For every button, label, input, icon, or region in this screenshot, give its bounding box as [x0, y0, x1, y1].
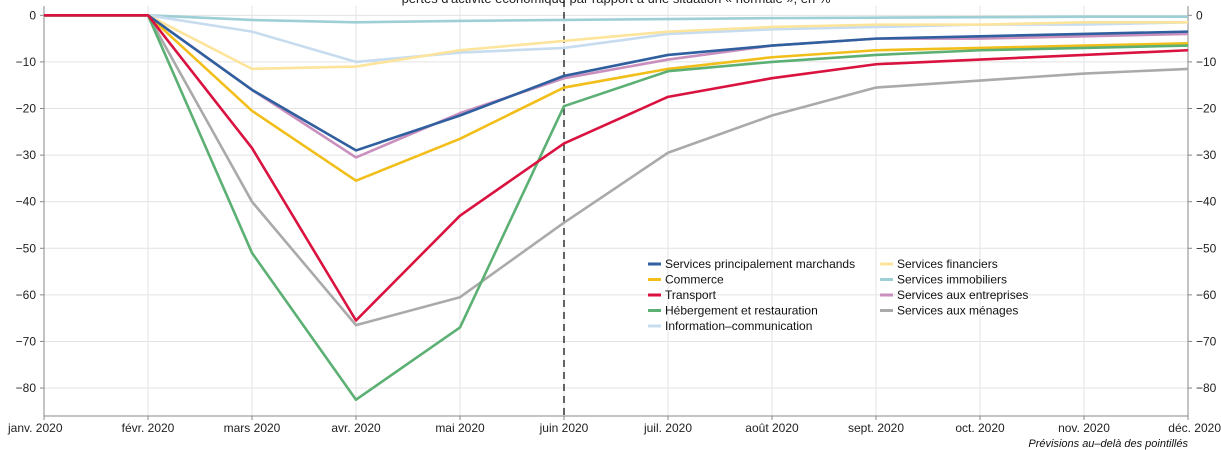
chart-title: pertes d'activité économique par rapport…: [402, 0, 831, 6]
legend-label: Services financiers: [897, 257, 998, 271]
legend-label: Services principalement marchands: [665, 257, 855, 271]
y-tick-label-right: −80: [1196, 381, 1217, 395]
x-tick-label: août 2020: [745, 421, 799, 435]
x-tick-label: juil. 2020: [643, 421, 692, 435]
x-tick-label: mai 2020: [435, 421, 485, 435]
x-tick-label: janv. 2020: [7, 421, 63, 435]
series-line: [44, 14, 1188, 24]
legend-label: Information–communication: [665, 319, 812, 333]
series-line: [44, 14, 1189, 401]
x-tick-label: avr. 2020: [331, 421, 381, 435]
y-tick-label-left: −30: [16, 148, 37, 162]
legend-label: Commerce: [665, 273, 724, 287]
y-tick-label-left: −50: [16, 241, 37, 255]
y-tick-label-right: −70: [1196, 334, 1217, 348]
legend-label: Hébergement et restauration: [665, 304, 818, 318]
series-line: [44, 14, 1189, 152]
x-tick-label: oct. 2020: [955, 421, 1005, 435]
y-tick-label-left: −20: [16, 102, 37, 116]
x-tick-label: déc. 2020: [1168, 421, 1221, 435]
x-tick-label: févr. 2020: [122, 421, 175, 435]
y-tick-label-right: −60: [1196, 288, 1217, 302]
x-tick-label: sept. 2020: [848, 421, 904, 435]
y-tick-label-left: −60: [16, 288, 37, 302]
y-tick-label-right: 0: [1196, 8, 1203, 22]
series-line: [44, 14, 1189, 322]
x-tick-label: mars 2020: [224, 421, 281, 435]
series-line: [44, 14, 1188, 71]
y-tick-label-right: −40: [1196, 195, 1217, 209]
y-tick-label-left: 0: [29, 8, 36, 22]
y-tick-label-right: −30: [1196, 148, 1217, 162]
series-line: [44, 14, 1189, 327]
legend-label: Services immobiliers: [897, 273, 1007, 287]
series-line: [44, 14, 1189, 183]
y-tick-label-left: −70: [16, 334, 37, 348]
y-tick-label-left: −80: [16, 381, 37, 395]
y-tick-label-right: −20: [1196, 102, 1217, 116]
y-tick-label-right: −50: [1196, 241, 1217, 255]
forecast-note: Prévisions au–delà des pointillés: [1028, 438, 1188, 450]
y-tick-label-right: −10: [1196, 55, 1217, 69]
legend-label: Services aux ménages: [897, 304, 1018, 318]
x-tick-label: nov. 2020: [1058, 421, 1110, 435]
y-tick-label-left: −10: [16, 55, 37, 69]
y-tick-label-left: −40: [16, 195, 37, 209]
legend-label: Transport: [665, 288, 717, 302]
x-tick-label: juin 2020: [539, 421, 589, 435]
legend-label: Services aux entreprises: [897, 288, 1028, 302]
